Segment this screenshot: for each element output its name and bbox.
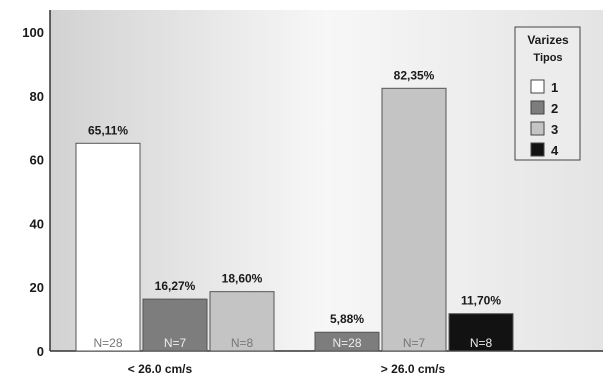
bar-n-label: N=28	[332, 336, 361, 350]
y-tick-label: 100	[22, 25, 44, 40]
bar-value-label: 11,70%	[461, 294, 501, 308]
bar-type-4	[448, 313, 514, 352]
bar-type-3	[209, 291, 275, 352]
category-labels: < 26.0 cm/s > 26.0 cm/s	[128, 362, 446, 376]
legend: Varizes Tipos 1 2 3 4	[514, 26, 581, 161]
bar-group: 65,11% N=28 16,27% N=7 18,60% N=8 5,88% N=28 82,…	[75, 68, 514, 352]
bar-n-label: N=28	[93, 336, 122, 350]
legend-swatch-2	[530, 100, 545, 115]
legend-box	[514, 26, 581, 161]
bar-n-label: N=8	[231, 336, 254, 350]
bar-type-2	[142, 298, 208, 352]
bar-value-label: 5,88%	[330, 312, 364, 326]
bar-type-2	[314, 331, 380, 352]
bar-value-label: 18,60%	[222, 272, 263, 286]
bar-n-label: N=8	[470, 336, 493, 350]
y-tick-label: 60	[30, 153, 44, 168]
bar-value-label: 65,11%	[88, 123, 128, 137]
bar-n-label: N=7	[403, 336, 426, 350]
category-label: > 26.0 cm/s	[381, 362, 446, 376]
bar-value-label: 82,35%	[394, 68, 435, 82]
legend-label: 2	[551, 101, 558, 116]
legend-label: 3	[551, 122, 558, 137]
bar-type-1	[75, 142, 141, 352]
bar-value-label: 16,27%	[155, 279, 196, 293]
legend-swatch-1	[530, 79, 545, 94]
y-tick-label: 0	[37, 344, 44, 359]
y-tick-label: 40	[30, 216, 44, 231]
bar-type-3	[381, 87, 447, 352]
legend-label: 4	[551, 143, 559, 158]
legend-swatch-3	[530, 121, 545, 136]
y-tick-label: 80	[30, 89, 44, 104]
category-label: < 26.0 cm/s	[128, 362, 193, 376]
y-tick-label: 20	[30, 280, 44, 295]
plot-area	[50, 10, 603, 351]
legend-swatch-4	[530, 142, 545, 157]
legend-label: 1	[551, 80, 558, 95]
legend-title: Varizes	[527, 33, 569, 47]
bar-n-label: N=7	[164, 336, 187, 350]
y-tick-labels: 0 20 40 60 80 100	[22, 25, 44, 359]
legend-subtitle: Tipos	[533, 52, 562, 64]
